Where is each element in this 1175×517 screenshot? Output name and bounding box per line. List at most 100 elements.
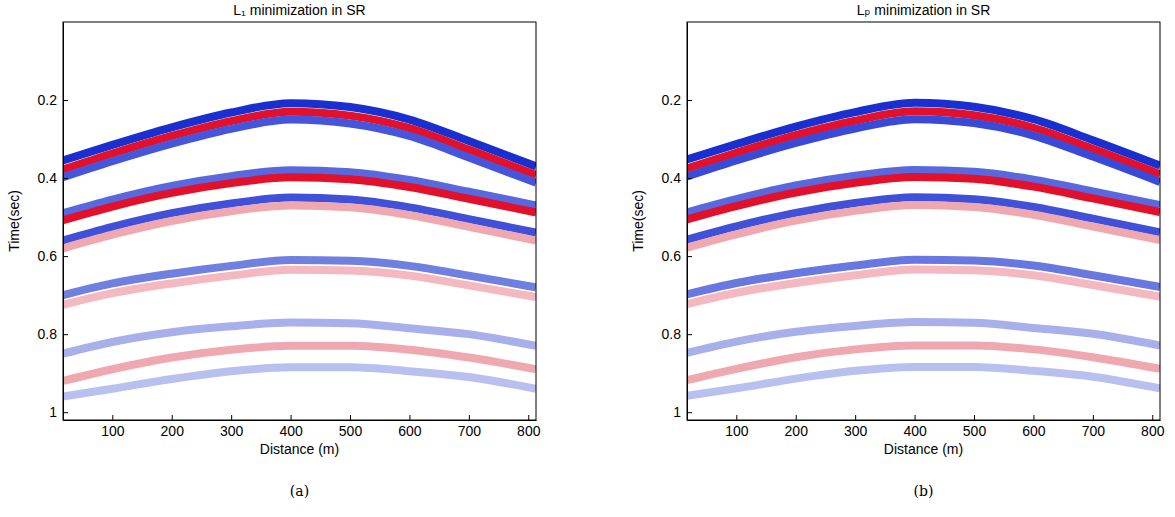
x-tick: 300 xyxy=(220,415,244,439)
x-tick-mark xyxy=(409,415,410,420)
x-tick: 600 xyxy=(398,415,422,439)
x-tick-mark xyxy=(1152,415,1153,420)
x-tick: 100 xyxy=(725,415,749,439)
panel-caption: (a) xyxy=(290,483,309,499)
y-tick-mark xyxy=(687,256,692,257)
x-axis: 100200300400500600700800 xyxy=(688,415,1165,439)
y-tick-mark xyxy=(63,412,68,413)
x-tick-label: 300 xyxy=(220,423,244,439)
events xyxy=(63,103,536,396)
x-axis-line xyxy=(688,420,1161,421)
x-tick: 100 xyxy=(101,415,125,439)
x-tick: 300 xyxy=(844,415,868,439)
y-tick-mark xyxy=(687,334,692,335)
x-tick-label: 400 xyxy=(279,423,303,439)
x-tick-mark xyxy=(915,415,916,420)
x-tick-label: 600 xyxy=(1022,423,1046,439)
y-tick: 0.6 xyxy=(38,248,68,264)
chart-title: Lₚ minimization in SR xyxy=(857,2,991,18)
x-tick: 400 xyxy=(903,415,927,439)
y-tick-mark xyxy=(63,334,68,335)
x-tick: 500 xyxy=(963,415,987,439)
y-tick: 0.6 xyxy=(662,248,692,264)
reflection-event xyxy=(687,205,1160,248)
y-tick-label: 0.8 xyxy=(662,326,682,342)
panel-caption: (b) xyxy=(914,483,934,499)
y-tick-label: 0.2 xyxy=(662,92,682,108)
reflection-event xyxy=(63,205,536,248)
x-tick-label: 300 xyxy=(844,423,868,439)
y-tick: 0.4 xyxy=(38,170,68,186)
y-tick-mark xyxy=(63,256,68,257)
x-tick-mark xyxy=(172,415,173,420)
x-tick-mark xyxy=(1033,415,1034,420)
x-tick-mark xyxy=(528,415,529,420)
y-tick-mark xyxy=(63,178,68,179)
x-tick: 800 xyxy=(517,415,541,439)
y-tick-mark xyxy=(687,178,692,179)
x-tick: 500 xyxy=(339,415,363,439)
x-tick-label: 500 xyxy=(339,423,363,439)
y-axis: 0.2 0.4 0.6 0.8 1 xyxy=(662,23,692,421)
y-axis-line xyxy=(687,23,688,421)
y-tick-label: 0.8 xyxy=(38,326,58,342)
reflection-event xyxy=(63,270,536,305)
chart-title: L₁ minimization in SR xyxy=(233,2,365,18)
x-tick-mark xyxy=(350,415,351,420)
y-tick: 0.4 xyxy=(662,170,692,186)
y-tick-label: 1 xyxy=(673,404,681,420)
x-tick: 200 xyxy=(161,415,185,439)
y-tick-mark xyxy=(63,100,68,101)
y-tick-label: 1 xyxy=(49,404,57,420)
y-tick: 0.2 xyxy=(38,92,68,108)
y-axis: 0.2 0.4 0.6 0.8 1 xyxy=(38,23,68,421)
y-tick-label: 0.6 xyxy=(662,248,682,264)
y-tick: 0.8 xyxy=(38,326,68,342)
panel: 1002003004005006007008000.20.40.60.81Lₚ … xyxy=(630,2,1164,499)
y-axis-line xyxy=(63,23,64,421)
figure: 100 200 300 400 500 600 700 800 0.2 0.4 0.6 0.8 1 L₁ … xyxy=(0,0,1175,517)
x-axis-line xyxy=(64,420,537,421)
y-tick-label: 0.2 xyxy=(38,92,58,108)
plot-background xyxy=(63,22,536,420)
x-axis-title: Distance (m) xyxy=(260,441,339,457)
x-tick-label: 700 xyxy=(458,423,482,439)
y-tick: 0.2 xyxy=(662,92,692,108)
x-axis-title: Distance (m) xyxy=(884,441,963,457)
reflection-event xyxy=(63,367,536,396)
reflection-event xyxy=(687,269,1160,304)
x-tick-mark xyxy=(974,415,975,420)
plot-frame xyxy=(63,22,536,420)
y-tick: 1 xyxy=(49,404,68,420)
x-tick-mark xyxy=(469,415,470,420)
x-tick-label: 700 xyxy=(1082,423,1106,439)
reflection-event xyxy=(687,367,1160,396)
panel: 100 200 300 400 500 600 700 800 0.2 0.4 0.6 0.8 1 L₁ … xyxy=(6,2,540,499)
y-axis-title: Time(sec) xyxy=(630,190,646,252)
x-axis: 100 200 300 400 500 600 700 800 xyxy=(64,415,541,439)
x-tick: 400 xyxy=(279,415,303,439)
x-tick-mark xyxy=(1093,415,1094,420)
x-tick-label: 100 xyxy=(725,423,749,439)
plot-frame xyxy=(687,22,1160,420)
y-tick: 1 xyxy=(673,404,692,420)
plot-background xyxy=(687,22,1160,420)
x-tick-mark xyxy=(112,415,113,420)
x-tick-label: 400 xyxy=(903,423,927,439)
y-axis-title: Time(sec) xyxy=(6,190,22,252)
y-tick-label: 0.4 xyxy=(38,170,58,186)
y-tick-label: 0.4 xyxy=(662,170,682,186)
y-tick-mark xyxy=(687,412,692,413)
x-tick-label: 500 xyxy=(963,423,987,439)
x-tick-label: 100 xyxy=(101,423,125,439)
x-tick-mark xyxy=(736,415,737,420)
x-tick-label: 200 xyxy=(785,423,809,439)
x-tick-mark xyxy=(291,415,292,420)
x-tick: 700 xyxy=(1082,415,1106,439)
x-tick-label: 600 xyxy=(398,423,422,439)
x-tick-mark xyxy=(796,415,797,420)
y-tick: 0.8 xyxy=(662,326,692,342)
y-tick-label: 0.6 xyxy=(38,248,58,264)
x-tick-mark xyxy=(231,415,232,420)
x-tick: 200 xyxy=(785,415,809,439)
